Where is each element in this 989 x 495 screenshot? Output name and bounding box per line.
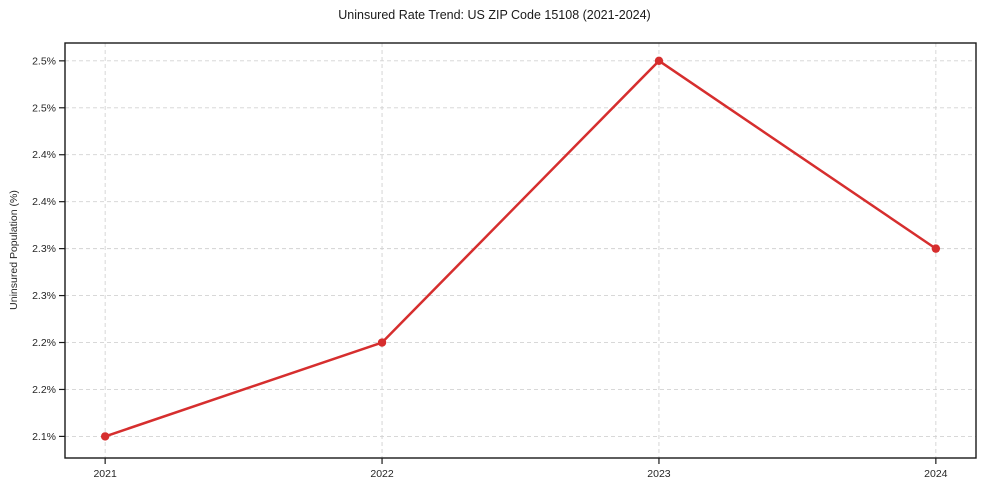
y-tick-label: 2.4% — [32, 196, 56, 208]
y-tick-label: 2.2% — [32, 337, 56, 349]
y-tick-label: 2.2% — [32, 384, 56, 396]
axes-border — [64, 42, 977, 459]
y-tick-label: 2.3% — [32, 243, 56, 255]
data-point-marker — [931, 244, 941, 253]
y-tick-label: 2.5% — [32, 102, 56, 114]
trend-line — [103, 59, 938, 438]
y-axis-label: Uninsured Population (%) — [8, 190, 20, 310]
data-point-marker — [377, 338, 387, 347]
x-tick-label: 2022 — [370, 468, 394, 480]
y-tick-label: 2.5% — [32, 55, 56, 67]
y-tick-label: 2.3% — [32, 290, 56, 302]
x-tick-label: 2024 — [924, 468, 948, 480]
x-tick-label: 2023 — [647, 468, 671, 480]
y-tick-label: 2.4% — [32, 149, 56, 161]
chart-title: Uninsured Rate Trend: US ZIP Code 15108 … — [338, 8, 651, 22]
data-point-marker — [654, 56, 664, 66]
y-tick-label: 2.1% — [32, 431, 56, 443]
x-tick-label: 2021 — [93, 468, 117, 480]
data-point-marker — [100, 432, 110, 441]
